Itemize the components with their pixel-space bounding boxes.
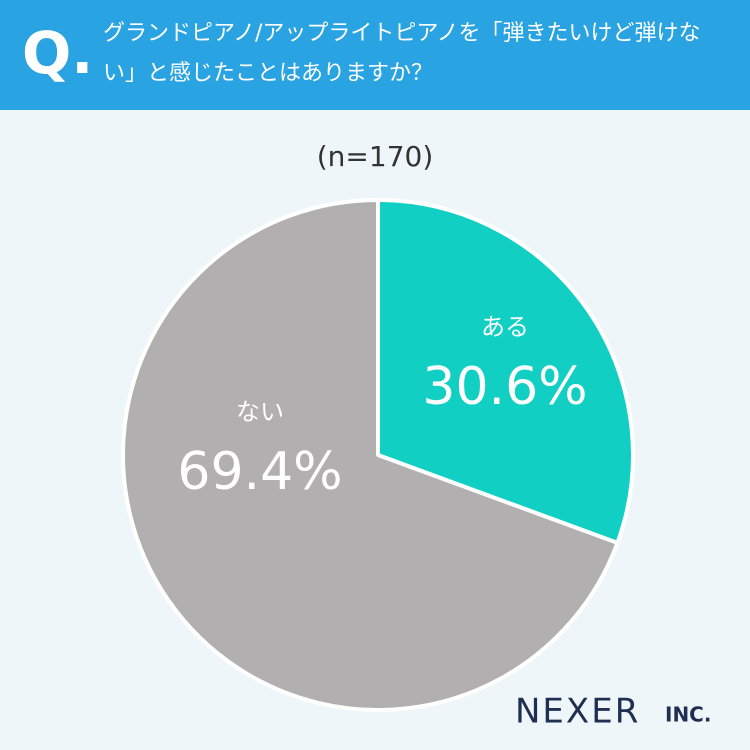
- category-label: ない: [236, 398, 284, 426]
- chart-title: グランドピアノ/アップライトピアノを「弾きたいけど弾けない」と感じたことはありま…: [103, 21, 701, 86]
- value-label: 69.4%: [177, 442, 342, 502]
- category-label: ある: [481, 313, 529, 341]
- question-mark: Q.: [22, 19, 94, 87]
- pie-slice: [376, 198, 635, 545]
- chart-subtitle: (n=170): [317, 140, 434, 173]
- value-label: 30.6%: [422, 357, 587, 417]
- header: Q. グランドピアノ/アップライトピアノを「弾きたいけど弾けない」と感じたことは…: [0, 0, 750, 110]
- brand-suffix: INC.: [665, 703, 711, 727]
- brand-name: NEXER: [515, 692, 640, 732]
- pie-slice: [121, 198, 620, 712]
